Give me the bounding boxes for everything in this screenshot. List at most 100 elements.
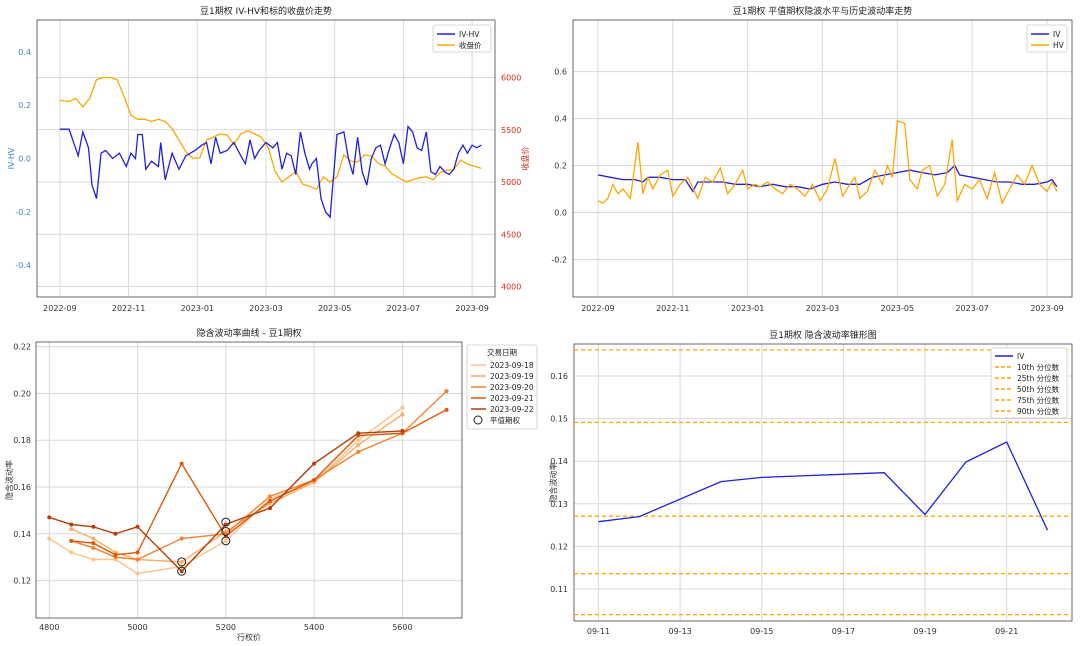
y-tick-label: 0.0 — [18, 155, 31, 164]
y2-axis-label: 收盘价 — [520, 147, 530, 171]
x-tick-label: 2023-03 — [249, 304, 282, 313]
x-tick-label: 09-15 — [750, 627, 773, 636]
data-point — [179, 559, 184, 564]
x-tick-label: 2023-09 — [455, 304, 488, 313]
chart-title: 豆1期权 IV-HV和标的收盘价走势 — [200, 5, 332, 17]
data-point — [400, 428, 405, 433]
data-point — [223, 522, 228, 527]
legend-title: 交易日期 — [487, 347, 517, 357]
legend-label: IV-HV — [459, 30, 480, 39]
plot-frame — [572, 19, 1073, 298]
y-axis-label: IV-HV — [7, 147, 16, 169]
y2-tick-label: 5500 — [501, 126, 521, 135]
x-tick-label: 2023-05 — [881, 304, 914, 313]
plot-frame — [35, 341, 463, 619]
y-axis-label: 隐含波动率 — [4, 460, 14, 500]
series-line-2023-09-19 — [71, 413, 403, 563]
data-point — [267, 494, 272, 499]
x-tick-label: 2023-05 — [318, 304, 351, 313]
y-tick-label: 0.14 — [550, 457, 568, 466]
data-point — [91, 545, 96, 550]
x-tick-label: 2023-03 — [806, 304, 839, 313]
y-tick-label: 0.2 — [554, 162, 567, 171]
x-tick-label: 09-21 — [995, 627, 1018, 636]
x-tick-label: 2022-11 — [656, 304, 689, 313]
data-point — [267, 506, 272, 511]
data-point — [356, 449, 361, 454]
y-tick-label: -0.2 — [15, 208, 31, 217]
x-tick-label: 5400 — [304, 623, 324, 632]
series-hv-line — [597, 120, 1058, 205]
panel-iv-hv: 2022-09 2022-11 2023-01 2023-03 2023-05 2023-… — [551, 5, 1073, 313]
legend: 交易日期 2023-09-18 2023-09-19 2023-09-20 2023-0… — [466, 344, 538, 430]
y-tick-label: -0.2 — [551, 255, 567, 264]
y-tick-label: 0.18 — [13, 436, 31, 445]
data-point — [91, 536, 96, 541]
x-tick-label: 2023-01 — [731, 304, 764, 313]
x-tick-label: 2023-07 — [387, 304, 420, 313]
data-point — [312, 461, 317, 466]
x-tick-label: 09-19 — [913, 627, 936, 636]
x-tick-label: 5000 — [127, 623, 147, 632]
y-tick-label: 0.20 — [13, 389, 31, 398]
y-tick-label: 0.12 — [13, 577, 31, 586]
y-tick-label: 0.15 — [550, 415, 568, 424]
data-point — [312, 478, 317, 482]
data-point — [113, 552, 118, 557]
legend-label: 收盘价 — [459, 40, 482, 50]
data-point — [47, 515, 52, 520]
data-point — [400, 412, 405, 417]
data-point — [400, 405, 405, 410]
data-point — [47, 536, 52, 541]
plot-frame — [573, 343, 1073, 622]
y-tick-label: 0.0 — [554, 208, 567, 217]
data-point — [444, 407, 449, 412]
y-tick-label: 0.12 — [550, 542, 568, 551]
atm-marker — [221, 526, 231, 536]
data-point — [444, 389, 449, 394]
data-point — [356, 438, 361, 443]
legend-label: 2023-09-20 — [490, 383, 534, 392]
legend-label: 10th 分位数 — [1017, 362, 1060, 372]
x-tick-label: 4800 — [39, 623, 59, 632]
data-point — [91, 557, 96, 562]
chart-title: 隐含波动率曲线 - 豆1期权 — [197, 327, 302, 339]
x-tick-label: 5200 — [216, 623, 236, 632]
data-point — [135, 571, 140, 576]
data-point — [91, 541, 96, 546]
legend-label: 50th 分位数 — [1017, 384, 1060, 394]
atm-marker — [177, 557, 187, 567]
legend-label: 2023-09-18 — [490, 361, 534, 370]
x-tick-label: 09-13 — [669, 627, 692, 636]
panel-cone: 09-11 09-13 09-15 09-17 09-19 09-21 0.11 0.12 0.… — [548, 329, 1073, 636]
legend-label: 2023-09-19 — [490, 372, 534, 381]
data-point — [69, 522, 74, 527]
data-point — [223, 538, 228, 543]
legend-label: 2023-09-21 — [490, 394, 534, 403]
y-tick-label: 0.6 — [554, 68, 567, 77]
y2-tick-label: 5000 — [501, 178, 521, 187]
panel-ivhv: 2022-09 2022-11 2023-01 2023-03 2023-05 2023-… — [7, 5, 530, 313]
legend-label: 90th 分位数 — [1017, 406, 1060, 416]
atm-marker — [221, 536, 231, 546]
chart-title: 豆1期权 隐含波动率锥形图 — [769, 329, 877, 341]
data-point — [179, 536, 184, 541]
y2-tick-label: 6000 — [501, 73, 521, 82]
data-point — [69, 550, 74, 555]
x-tick-label: 2022-09 — [43, 304, 76, 313]
x-tick-label: 5600 — [392, 623, 412, 632]
y-tick-label: 0.4 — [18, 48, 31, 57]
x-tick-label: 2023-01 — [181, 304, 214, 313]
legend-label: 平值期权 — [490, 415, 520, 425]
y2-tick-label: 4500 — [501, 230, 521, 239]
y-tick-label: 0.4 — [554, 115, 567, 124]
legend-label: 25th 分位数 — [1017, 373, 1060, 383]
data-point — [179, 461, 184, 466]
data-point — [267, 499, 272, 504]
data-point — [113, 531, 118, 536]
y-tick-label: 0.22 — [13, 343, 31, 352]
x-tick-label: 2022-11 — [112, 304, 145, 313]
series-iv-line — [598, 441, 1049, 531]
